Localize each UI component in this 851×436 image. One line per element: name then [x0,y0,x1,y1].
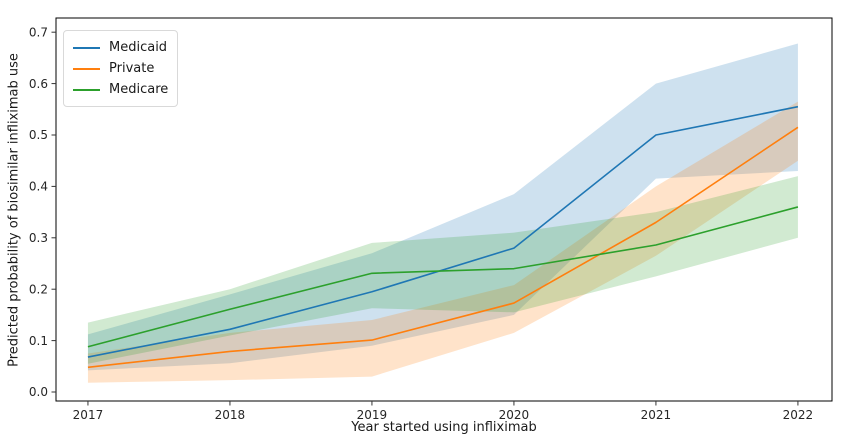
legend-label: Medicare [109,82,169,97]
legend-item-medicaid: Medicaid [73,37,168,58]
x-tick-label: 2019 [357,408,388,422]
x-tick-label: 2018 [215,408,246,422]
confidence-bands [87,43,798,383]
y-tick-label: 0.6 [29,77,48,91]
x-tick-label: 2017 [73,408,104,422]
y-tick-label: 0.4 [29,180,48,194]
y-tick-label: 0.7 [29,25,48,39]
legend-item-medicare: Medicare [73,79,168,100]
line-private [87,126,799,369]
legend-line-swatch [73,46,100,49]
y-tick-label: 0.5 [29,128,48,142]
x-tick-label: 2020 [499,408,530,422]
y-tick-label: 0.0 [29,385,48,399]
series-lines [87,105,799,369]
y-tick-label: 0.3 [29,231,48,245]
line-medicaid [87,105,799,358]
legend-line-swatch [73,67,100,70]
legend-item-private: Private [73,58,168,79]
legend-line-swatch [73,88,100,91]
legend-label: Private [109,61,155,76]
legend: Medicaid Private Medicare [63,30,179,107]
line-medicare [87,206,799,348]
y-tick-label: 0.1 [29,334,48,348]
band-medicaid [87,43,798,371]
legend-label: Medicaid [109,40,168,55]
y-axis-label: Predicted probability of biosimilar infl… [6,53,22,367]
axes-spines [55,17,833,402]
band-private [87,101,798,383]
y-tick-label: 0.2 [29,282,48,296]
x-tick-label: 2022 [783,408,814,422]
y-axis-ticks: 0.0 0.1 0.2 0.3 0.4 0.5 0.6 0.7 [29,25,56,399]
x-tick-label: 2021 [641,408,672,422]
x-axis-ticks: 2017 2018 2019 2020 2021 2022 [73,401,814,422]
x-axis-label: Year started using infliximab [351,420,537,435]
